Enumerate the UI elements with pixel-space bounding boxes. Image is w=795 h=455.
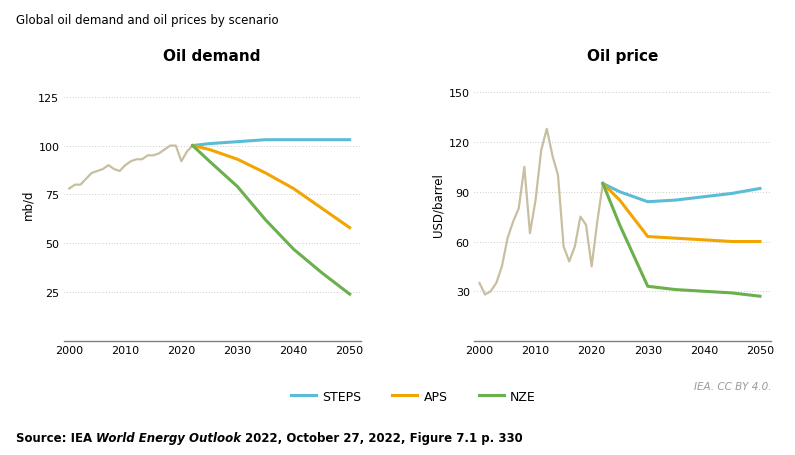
Y-axis label: mb/d: mb/d xyxy=(21,190,34,220)
Text: Global oil demand and oil prices by scenario: Global oil demand and oil prices by scen… xyxy=(16,14,278,27)
Text: IEA. CC BY 4.0.: IEA. CC BY 4.0. xyxy=(694,381,771,391)
Title: Oil demand: Oil demand xyxy=(164,49,261,64)
Text: World Energy Outlook: World Energy Outlook xyxy=(96,430,241,444)
Legend: STEPS, APS, NZE: STEPS, APS, NZE xyxy=(286,385,541,408)
Text: Source: IEA: Source: IEA xyxy=(16,430,96,444)
Text: 2022, October 27, 2022, Figure 7.1 p. 330: 2022, October 27, 2022, Figure 7.1 p. 33… xyxy=(241,430,523,444)
Y-axis label: USD/barrel: USD/barrel xyxy=(432,173,444,237)
Title: Oil price: Oil price xyxy=(587,49,658,64)
